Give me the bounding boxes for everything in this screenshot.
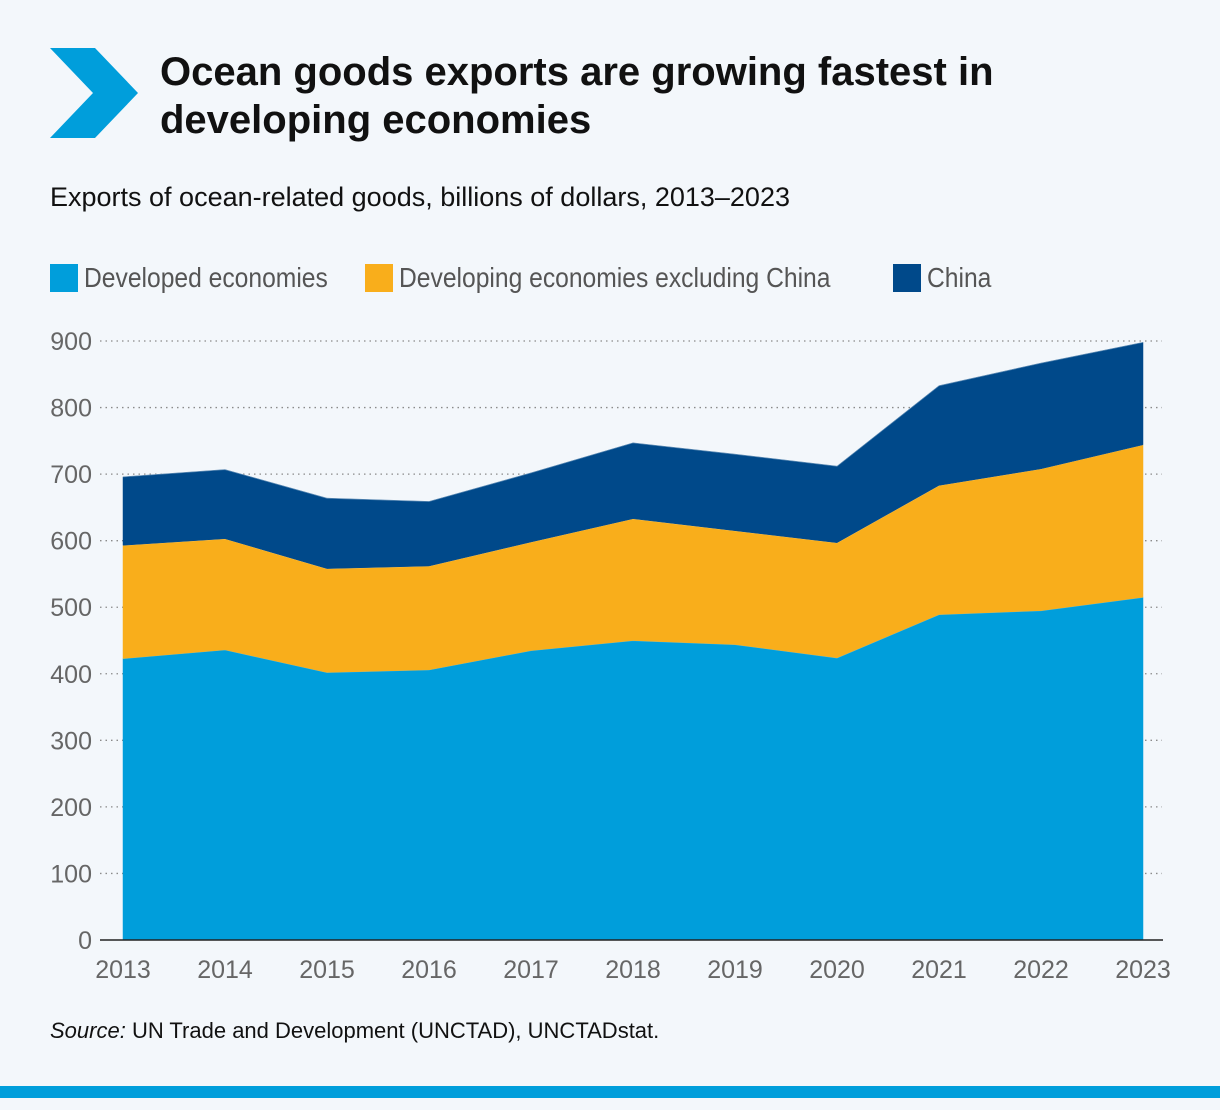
area-edge-china: [122, 341, 1144, 502]
legend: Developed economies Developing economies…: [50, 262, 1005, 294]
x-tick-label: 2018: [605, 956, 661, 984]
x-tick-label: 2021: [911, 956, 967, 984]
y-tick-label: 300: [50, 727, 92, 755]
x-tick-label: 2023: [1115, 956, 1171, 984]
y-tick-label: 600: [50, 528, 92, 556]
x-tick-label: 2013: [95, 956, 151, 984]
x-tick-label: 2022: [1013, 956, 1069, 984]
x-tick-label: 2015: [299, 956, 355, 984]
x-tick-label: 2017: [503, 956, 559, 984]
chevron-right-icon: [50, 48, 138, 138]
x-tick-label: 2016: [401, 956, 457, 984]
legend-item-developed: Developed economies: [50, 262, 343, 294]
x-tick-label: 2014: [197, 956, 253, 984]
x-tick-label: 2019: [707, 956, 763, 984]
y-tick-label: 500: [50, 594, 92, 622]
source-label: Source:: [50, 1018, 126, 1043]
y-tick-label: 400: [50, 661, 92, 689]
legend-label-developing: Developing economies excluding China: [399, 262, 831, 293]
chart-subtitle: Exports of ocean-related goods, billions…: [50, 182, 790, 212]
legend-label-developed: Developed economies: [84, 262, 328, 293]
y-tick-label: 700: [50, 461, 92, 489]
y-tick-label: 900: [50, 328, 92, 356]
legend-item-china: China: [893, 262, 992, 294]
y-tick-label: 0: [78, 927, 92, 955]
area-series-china: [122, 341, 1144, 569]
y-tick-label: 200: [50, 794, 92, 822]
legend-swatch-china: [893, 264, 922, 292]
legend-swatch-developing: [365, 264, 394, 292]
x-tick-label: 2020: [809, 956, 865, 984]
y-tick-label: 100: [50, 860, 92, 888]
source-note: Source: UN Trade and Development (UNCTAD…: [50, 1018, 659, 1044]
legend-label-china: China: [927, 262, 992, 293]
source-text: UN Trade and Development (UNCTAD), UNCTA…: [125, 1018, 660, 1043]
area-chart: 0 100 200 300 400 500 600 700 800 900 2013 2014 2015…: [50, 328, 1171, 984]
footer-accent-bar: [0, 1086, 1220, 1098]
legend-swatch-developed: [50, 264, 78, 292]
legend-item-developing: Developing economies excluding China: [365, 262, 871, 294]
chart-title: Ocean goods exports are growing fastest …: [160, 50, 994, 142]
y-tick-label: 800: [50, 395, 92, 423]
